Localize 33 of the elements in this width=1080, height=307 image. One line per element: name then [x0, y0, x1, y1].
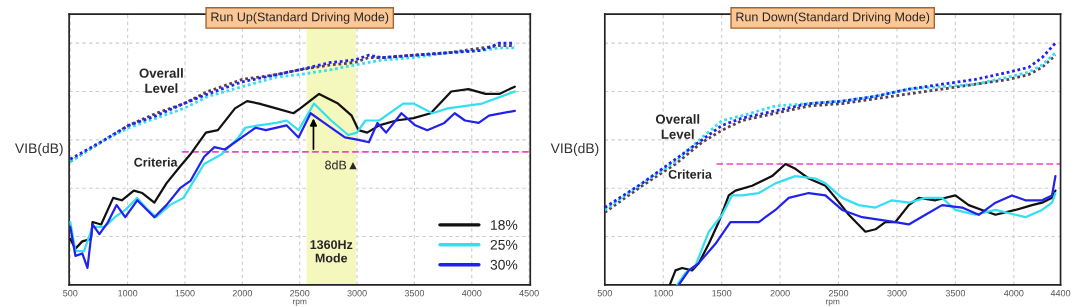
x-tick-label: 2000 — [232, 290, 253, 297]
x-axis-title: rpm — [293, 299, 307, 306]
chart-title: Run Up(Standard Driving Mode) — [211, 12, 389, 24]
ref-line-label: Criteria — [668, 169, 712, 179]
legend-label: 18% — [491, 220, 518, 230]
x-tick-label: 3500 — [404, 290, 425, 297]
x-tick-label: 3000 — [887, 290, 907, 297]
x-tick-label: 1500 — [175, 290, 195, 297]
y-axis-title: VIB(dB) — [550, 143, 599, 156]
x-tick-label: 500 — [597, 290, 612, 297]
x-tick-label: 4500 — [519, 290, 539, 297]
annotation: 8dB▲ — [325, 160, 357, 170]
x-axis-title: rpm — [826, 299, 840, 306]
x-tick-label: 1000 — [118, 290, 138, 297]
chart-title: Run Down(Standard Driving Mode) — [736, 12, 930, 24]
ref-line-label: Criteria — [134, 157, 178, 167]
x-tick-label: 4000 — [461, 290, 482, 297]
x-tick-label: 500 — [63, 290, 78, 297]
legend-label: 30% — [490, 259, 518, 270]
annotation: Overall Level — [139, 68, 183, 93]
y-axis-title: VIB(dB) — [15, 143, 63, 156]
x-tick-label: 3000 — [347, 290, 367, 297]
x-tick-label: 2000 — [770, 290, 790, 297]
x-tick-label: 4000 — [1003, 290, 1024, 297]
x-tick-label: 2500 — [290, 290, 310, 297]
x-tick-label: 2500 — [828, 290, 849, 297]
legend-label: 25% — [490, 239, 518, 250]
band-label: 1360Hz Mode — [310, 240, 353, 263]
x-tick-label: 3500 — [945, 290, 966, 297]
annotation: Overall Level — [655, 114, 700, 139]
x-tick-label: 1000 — [653, 290, 673, 297]
x-tick-label: 4400 — [1050, 290, 1071, 297]
x-tick-label: 1500 — [712, 290, 732, 297]
